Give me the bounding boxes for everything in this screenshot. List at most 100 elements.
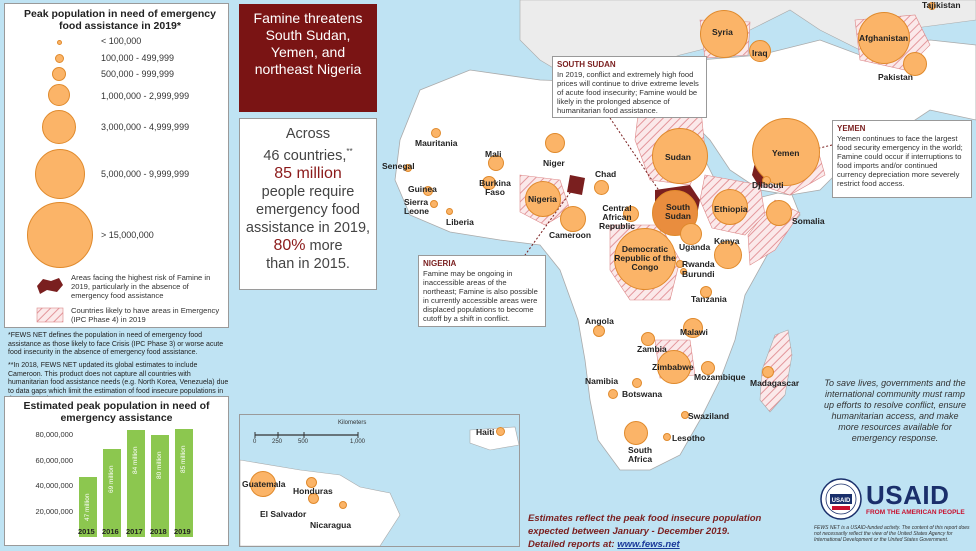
chart-category-label: 2017 (126, 527, 143, 536)
bubble-swaziland (681, 411, 689, 419)
stats-line-5: emergency food (256, 201, 360, 218)
callout-south-sudan-title: SOUTH SUDAN (557, 60, 616, 69)
stats-line-6: assistance in 2019, (245, 219, 371, 236)
label-madagascar: Madagascar (750, 378, 800, 388)
stats-sup: ** (346, 147, 353, 156)
legend-bubble-7 (27, 202, 93, 268)
usaid-wordmark: USAID (866, 480, 949, 511)
label-nigeria: Nigeria (528, 194, 557, 204)
bubble-honduras (306, 477, 317, 488)
bubble-cameroon (560, 206, 586, 232)
bubble-mali (488, 155, 504, 171)
chart-value-label: 85 million (180, 445, 187, 473)
famine-risk-swatch (37, 278, 63, 294)
bubble-ethiopia (712, 189, 748, 225)
chart-ytick: 80,000,000 (35, 430, 73, 440)
bubble-liberia (446, 208, 453, 215)
bubble-uganda (680, 223, 702, 245)
footer-text: Estimates reflect the peak food insecure… (528, 512, 818, 551)
bubble-guinea (423, 186, 433, 196)
chart-value-label: 84 million (132, 446, 139, 475)
label-uganda: Uganda (679, 242, 711, 252)
chart-ytick: 40,000,000 (35, 481, 73, 491)
chart-value-label: 47 million (84, 493, 91, 522)
callout-south-sudan: SOUTH SUDAN In 2019, conflict and extrem… (552, 56, 707, 118)
usaid-disclaimer: FEWS NET is a USAID-funded activity. The… (814, 525, 970, 544)
stats-line-8: than in 2015. (266, 255, 350, 272)
chart-bar-2016 (103, 449, 121, 537)
label-el-salvador: El Salvador (260, 509, 307, 519)
leader-nigeria (519, 189, 573, 263)
chart-category-label: 2019 (174, 527, 191, 536)
bubble-pakistan (903, 52, 927, 76)
bubble-guatemala (250, 471, 276, 497)
bubble-namibia (608, 389, 618, 399)
footer-line-3-text: Detailed reports at: (528, 539, 618, 550)
legend-bubble-1 (57, 40, 62, 45)
label-swaziland: Swaziland (688, 411, 730, 421)
bubble-south-africa (624, 421, 648, 445)
bubble-iraq (749, 40, 771, 62)
legend-size-6: 5,000,000 - 9,999,999 (101, 169, 190, 179)
famine-risk-label: Areas facing the highest risk of Famine … (71, 273, 211, 300)
stats-line-7: 80% more (242, 237, 374, 255)
legend-bubble-4 (48, 84, 70, 106)
legend-size-7: > 15,000,000 (101, 230, 154, 240)
madagascar-land (759, 329, 793, 413)
fews-link[interactable]: www.fews.net (617, 539, 680, 550)
bubble-chad (594, 180, 609, 195)
callout-nigeria-title: NIGERIA (423, 259, 457, 268)
bubble-madagascar (762, 366, 774, 378)
label-car: Central African Republic (599, 203, 635, 231)
label-zimbabwe: Zimbabwe (652, 362, 694, 372)
famine-nigeria (567, 175, 585, 195)
label-chad: Chad (595, 169, 617, 179)
chart-bar-2018 (151, 435, 169, 537)
label-namibia: Namibia (585, 376, 619, 386)
label-angola: Angola (585, 316, 614, 326)
chart-category-label: 2016 (102, 527, 119, 536)
scale-label: Kilometers (338, 420, 367, 426)
callout-nigeria-text: Famine may be ongoing in inaccessible ar… (423, 269, 538, 323)
bubble-tajikistan (928, 2, 936, 10)
seal-text: USAID (832, 498, 851, 504)
stats-countries: 46 countries, (263, 147, 347, 164)
bubble-burkina-faso (482, 176, 496, 190)
bubble-rwanda (676, 260, 684, 268)
bubble-djibouti (762, 176, 771, 185)
callout-nigeria: NIGERIA Famine may be ongoing in inacces… (418, 255, 546, 327)
emergency-swatch (36, 307, 64, 323)
chart-bar-2015 (79, 477, 97, 537)
bubble-senegal (404, 164, 412, 172)
label-mali: Mali (485, 149, 502, 159)
emergency-label: Countries likely to have areas in Emerge… (71, 306, 220, 324)
bubble-haiti (496, 427, 505, 436)
bubble-somalia (766, 200, 792, 226)
footer-line-1: Estimates reflect the peak food insecure… (528, 513, 762, 524)
footnote-1: *FEWS NET defines the population in need… (8, 332, 224, 356)
bubble-kenya (714, 241, 742, 269)
label-sierra-leone: Sierra Leone (404, 197, 430, 216)
legend-size-4: 1,000,000 - 2,999,999 (101, 91, 190, 101)
appeal-text: To save lives, governments and the inter… (823, 378, 967, 443)
label-afghanistan: Afghanistan (859, 33, 909, 43)
label-drc: Democratic Republic of the Congo (614, 244, 676, 272)
scale-tick-250: 250 (272, 439, 283, 445)
famine-headline-box: Famine threatens South Sudan, Yemen, and… (239, 4, 377, 112)
bubble-el-salvador (308, 493, 319, 504)
label-botswana: Botswana (622, 389, 663, 399)
famine-headline-text: Famine threatens South Sudan, Yemen, and… (253, 10, 363, 77)
bubble-syria (700, 10, 748, 58)
label-somalia: Somalia (792, 216, 825, 226)
label-nicaragua: Nicaragua (310, 520, 352, 530)
label-kenya: Kenya (714, 236, 740, 246)
label-mauritania: Mauritania (415, 138, 458, 148)
bubble-mauritania (431, 128, 441, 138)
stats-percent: 80% (273, 236, 306, 254)
bubble-tanzania (700, 286, 712, 298)
label-liberia: Liberia (446, 217, 474, 227)
scale-tick-0: 0 (253, 439, 257, 445)
callout-yemen-text: Yemen continues to face the largest food… (837, 134, 963, 188)
bubble-lesotho (663, 433, 671, 441)
bubble-niger (545, 133, 565, 153)
